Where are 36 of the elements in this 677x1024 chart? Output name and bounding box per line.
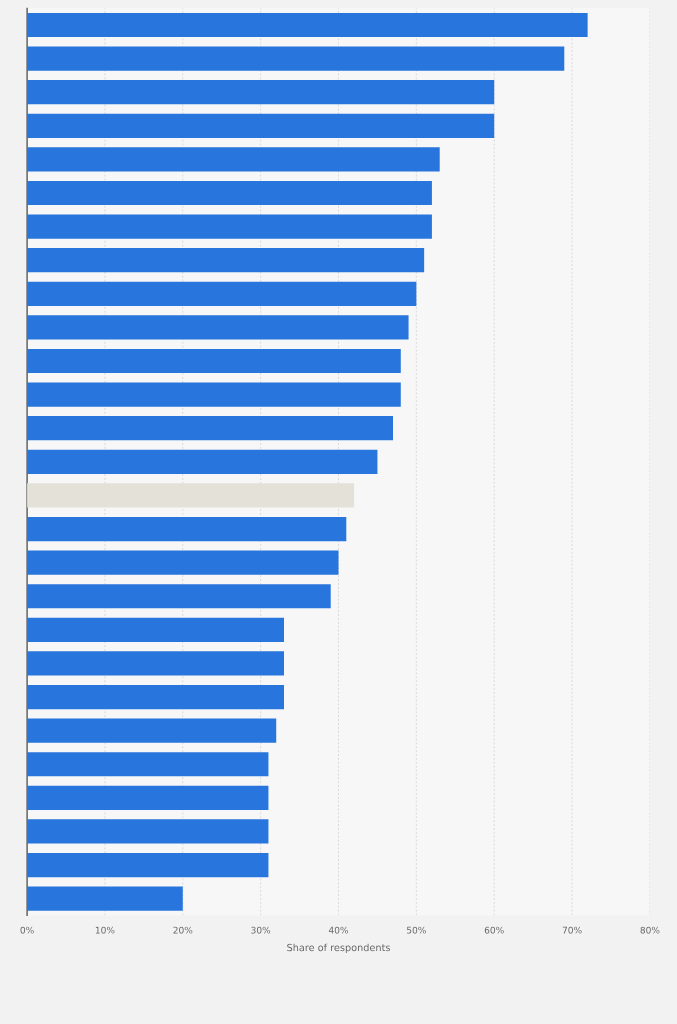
bar xyxy=(27,886,183,911)
x-tick-label: 70% xyxy=(562,926,582,934)
bar xyxy=(27,550,339,575)
bar xyxy=(27,80,495,105)
bar xyxy=(27,752,269,777)
x-tick-label: 40% xyxy=(328,926,349,934)
x-tick-label: 60% xyxy=(484,926,504,934)
bar xyxy=(27,113,495,138)
bar xyxy=(27,819,269,844)
bar xyxy=(27,785,269,810)
bar xyxy=(27,584,331,609)
bar xyxy=(27,180,432,206)
x-tick-label: 50% xyxy=(407,926,426,934)
x-tick-label: 20% xyxy=(173,926,193,934)
x-tick-label: 30% xyxy=(251,926,271,934)
bar xyxy=(27,281,417,306)
bar xyxy=(27,416,393,441)
bar xyxy=(27,382,401,407)
x-tick-label: 10% xyxy=(95,926,115,934)
x-axis-title: Share of respondents xyxy=(287,943,390,954)
bar xyxy=(27,248,425,273)
x-tick-label: 80% xyxy=(640,926,660,934)
bar xyxy=(27,315,409,340)
bar xyxy=(27,449,378,474)
bar xyxy=(27,852,269,878)
bar xyxy=(27,214,432,239)
x-tick-label: 0% xyxy=(20,926,34,934)
bar xyxy=(27,12,588,38)
bar xyxy=(27,46,565,71)
bar xyxy=(27,348,401,374)
bar xyxy=(27,718,277,743)
bar xyxy=(27,617,284,642)
bar xyxy=(27,147,440,172)
bar xyxy=(27,684,284,710)
bar xyxy=(27,651,284,676)
bar xyxy=(27,516,347,542)
